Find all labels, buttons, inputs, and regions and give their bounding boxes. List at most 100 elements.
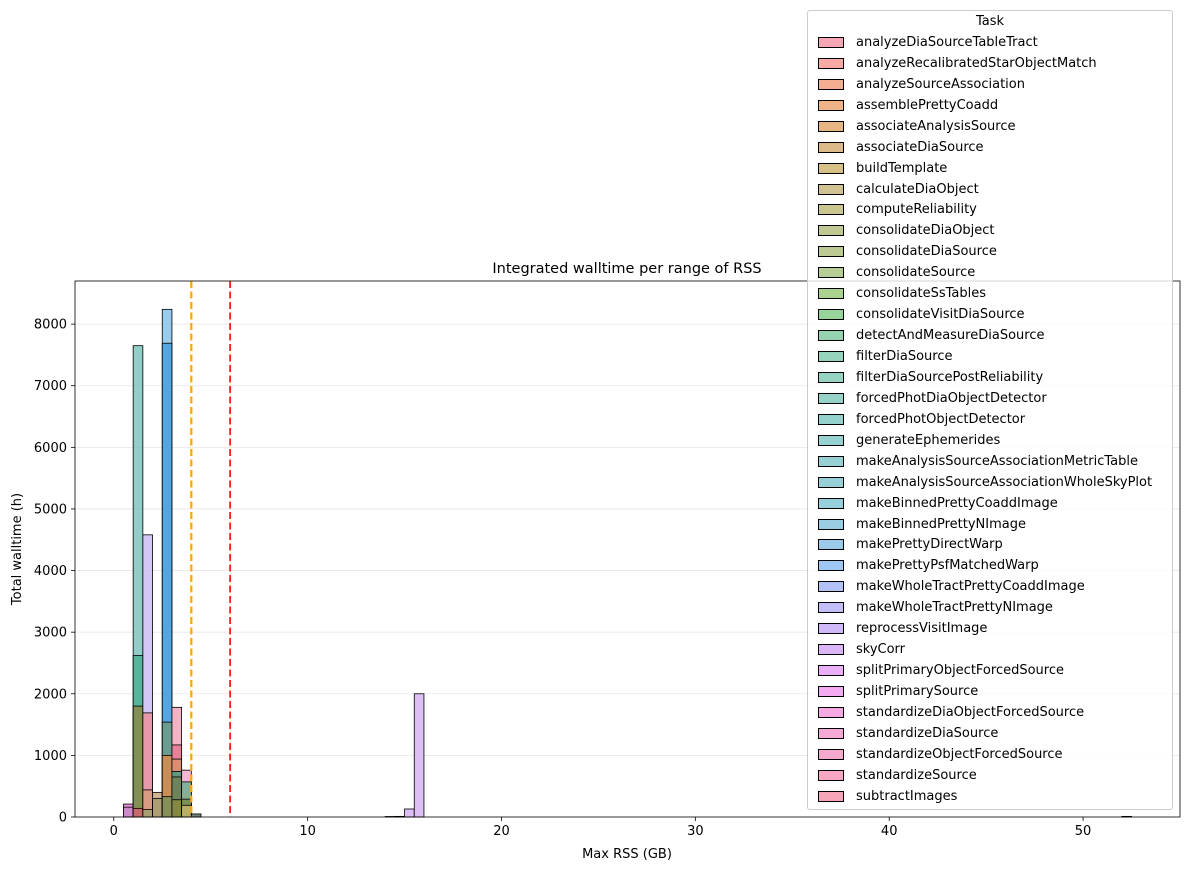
legend-item-15: filterDiaSource [814,346,1152,367]
legend-label: makeAnalysisSourceAssociationWholeSkyPlo… [856,474,1153,490]
legend-swatch [818,330,844,342]
y-tick-label-5: 5000 [34,502,67,517]
legend-swatch [818,518,844,530]
legend-swatch [818,644,844,656]
y-tick-label-1: 1000 [34,749,67,764]
legend-swatch [818,204,844,216]
legend-item-26: makeWholeTractPrettyCoaddImage [814,576,1152,597]
legend-swatch [818,476,844,488]
legend-swatch [818,539,844,551]
legend-label: associateDiaSource [856,139,984,155]
legend-label: splitPrimaryObjectForcedSource [856,663,1064,679]
legend-swatch [818,413,844,425]
legend-item-12: consolidateSsTables [814,283,1152,304]
legend-item-33: standardizeDiaSource [814,723,1152,744]
x-axis-label: Max RSS (GB) [582,847,672,862]
legend-item-22: makeBinnedPrettyCoaddImage [814,493,1152,514]
legend-item-21: makeAnalysisSourceAssociationWholeSkyPlo… [814,472,1152,493]
legend-item-18: forcedPhotObjectDetector [814,409,1152,430]
legend-item-0: analyzeDiaSourceTableTract [814,32,1152,53]
legend-label: generateEphemerides [856,432,1001,448]
legend-item-29: skyCorr [814,639,1152,660]
y-tick-label-4: 4000 [34,564,67,579]
legend-swatch [818,246,844,258]
legend-swatch [818,748,844,760]
legend-swatch [818,78,844,90]
legend-label: subtractImages [856,788,958,804]
legend-item-4: associateAnalysisSource [814,116,1152,137]
legend-item-6: buildTemplate [814,158,1152,179]
legend-swatch [818,120,844,132]
legend-label: splitPrimarySource [856,684,979,700]
legend-label: detectAndMeasureDiaSource [856,328,1045,344]
legend-swatch [818,141,844,153]
y-tick-label-6: 6000 [34,441,67,456]
x-tick-label-1: 10 [299,824,316,839]
y-tick-label-3: 3000 [34,626,67,641]
legend-item-24: makePrettyDirectWarp [814,535,1152,556]
legend-swatch [818,560,844,572]
y-tick-label-7: 7000 [34,379,67,394]
legend-item-9: consolidateDiaObject [814,220,1152,241]
legend-label: associateAnalysisSource [856,118,1016,134]
legend-label: standardizeSource [856,767,977,783]
threshold-lines [190,281,231,817]
bar-26 [181,804,192,818]
legend-swatch [818,727,844,739]
legend-swatch [818,497,844,509]
legend-label: reprocessVisitImage [856,621,988,637]
legend-item-2: analyzeSourceAssociation [814,74,1152,95]
legend-label: standardizeDiaObjectForcedSource [856,704,1085,720]
legend-item-14: detectAndMeasureDiaSource [814,325,1152,346]
legend-label: makeWholeTractPrettyNImage [856,600,1053,616]
bar-31 [413,693,425,818]
legend-label: filterDiaSourcePostReliability [856,369,1044,385]
legend-items: analyzeDiaSourceTableTract analyzeRecalib… [814,32,1152,807]
legend-label: standardizeObjectForcedSource [856,746,1063,762]
chart-title: Integrated walltime per range of RSS [492,261,761,277]
legend-label: computeReliability [856,202,977,218]
legend-label: assemblePrettyCoadd [856,97,999,113]
legend-swatch [818,309,844,321]
legend-swatch [818,665,844,677]
legend-swatch [818,225,844,237]
legend-label: analyzeDiaSourceTableTract [856,34,1038,50]
legend-label: buildTemplate [856,160,948,176]
bar-9 [142,809,153,818]
legend-swatch [818,351,844,363]
legend-item-8: computeReliability [814,200,1152,221]
x-tick-label-0: 0 [110,824,118,839]
legend-swatch [818,392,844,404]
legend-label: makePrettyDirectWarp [856,537,1003,553]
x-tick-label-3: 30 [687,824,704,839]
bar-1 [123,806,134,818]
legend-item-7: calculateDiaObject [814,179,1152,200]
bar-16 [161,796,173,818]
legend-item-36: subtractImages [814,786,1152,807]
legend-label: forcedPhotObjectDetector [856,411,1026,427]
legend-swatch [818,36,844,48]
legend-swatch [818,183,844,195]
legend: Task analyzeDiaSourceTableTract analyzeRe… [807,10,1173,810]
bar-11 [152,798,163,818]
y-axis-label: Total walltime (h) [10,493,25,606]
bar-5 [132,807,144,818]
legend-item-1: analyzeRecalibratedStarObjectMatch [814,53,1152,74]
legend-item-34: standardizeObjectForcedSource [814,744,1152,765]
x-axis-ticks: 0 10 20 30 40 50 [110,817,1091,839]
legend-swatch [818,581,844,593]
legend-label: consolidateDiaObject [856,223,995,239]
legend-swatch [818,288,844,300]
legend-swatch [818,371,844,383]
y-tick-label-0: 0 [59,811,67,826]
legend-item-3: assemblePrettyCoadd [814,95,1152,116]
legend-label: filterDiaSource [856,349,953,365]
legend-item-27: makeWholeTractPrettyNImage [814,597,1152,618]
legend-swatch [818,706,844,718]
legend-item-19: generateEphemerides [814,430,1152,451]
legend-item-30: splitPrimaryObjectForcedSource [814,660,1152,681]
legend-swatch [818,162,844,174]
bar-30 [404,808,415,818]
legend-item-23: makeBinnedPrettyNImage [814,514,1152,535]
legend-swatch [818,623,844,635]
